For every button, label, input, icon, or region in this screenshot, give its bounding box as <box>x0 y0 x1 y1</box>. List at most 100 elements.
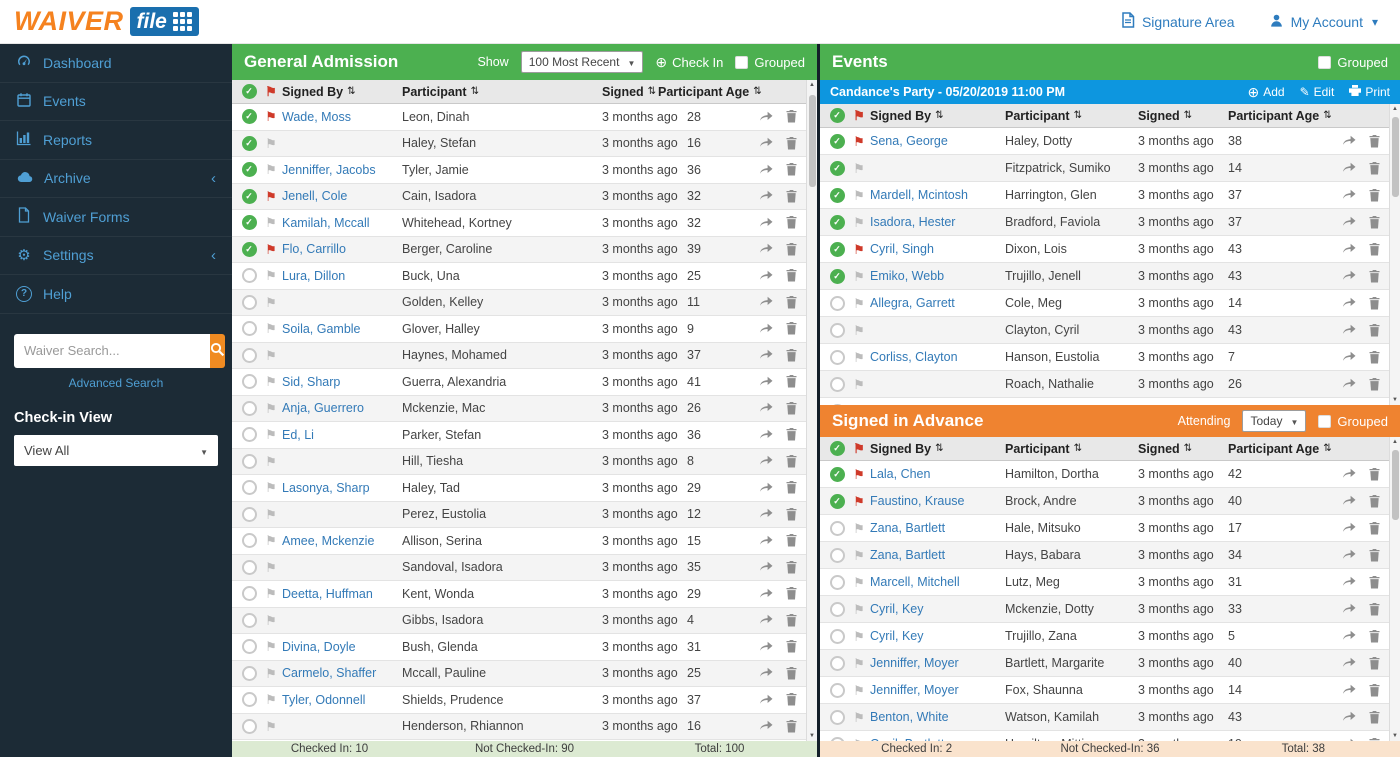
checkin-status-icon[interactable] <box>241 692 257 708</box>
checkin-status-icon[interactable] <box>241 665 257 681</box>
share-icon[interactable] <box>759 111 773 123</box>
share-icon[interactable] <box>759 429 773 441</box>
delete-icon[interactable] <box>1369 548 1380 562</box>
share-icon[interactable] <box>1342 243 1356 255</box>
flag-icon[interactable] <box>265 481 277 494</box>
share-icon[interactable] <box>759 376 773 388</box>
signed-by-link[interactable]: Ed, Li <box>282 427 314 442</box>
attending-select[interactable]: Today <box>1242 410 1307 432</box>
signed-by-link[interactable]: Emiko, Webb <box>870 269 945 283</box>
checkin-status-icon[interactable] <box>241 347 257 363</box>
scrollbar-thumb[interactable] <box>808 95 816 187</box>
share-icon[interactable] <box>1342 549 1356 561</box>
waiver-row[interactable]: Soila, Gamble Glover, Halley 3 months ag… <box>232 316 806 343</box>
waiver-row[interactable]: Jenniffer, Moyer Fox, Shaunna 3 months a… <box>820 677 1389 704</box>
waiver-row[interactable]: Lura, Dillon Buck, Una 3 months ago 25 <box>232 263 806 290</box>
checkin-status-icon[interactable] <box>241 268 257 284</box>
delete-icon[interactable] <box>786 640 797 653</box>
signed-by-link[interactable]: Kamilah, Mccall <box>282 215 370 230</box>
share-icon[interactable] <box>759 482 773 494</box>
signed-by-link[interactable]: Lala, Chen <box>870 467 931 481</box>
delete-icon[interactable] <box>1369 296 1380 310</box>
general-admission-scrollbar[interactable]: ▲ ▼ <box>806 80 817 741</box>
scrollbar-thumb[interactable] <box>1391 117 1399 197</box>
edit-button[interactable]: Edit <box>1300 85 1335 100</box>
share-icon[interactable] <box>1342 522 1356 534</box>
sidebar-item-dashboard[interactable]: Dashboard <box>0 44 232 83</box>
flag-icon[interactable] <box>853 630 865 643</box>
waiver-row[interactable]: Jenniffer, Moyer Bartlett, Margarite 3 m… <box>820 650 1389 677</box>
share-icon[interactable] <box>1342 135 1356 147</box>
checkin-status-icon[interactable] <box>241 162 257 178</box>
delete-icon[interactable] <box>786 401 797 415</box>
checkin-status-icon[interactable] <box>241 135 257 151</box>
flag-icon[interactable] <box>265 243 277 256</box>
waiver-row[interactable]: Gibbs, Isadora 3 months ago 4 <box>232 607 806 634</box>
waiver-row[interactable]: Henderson, Rhiannon 3 months ago 16 <box>232 713 806 740</box>
flag-icon[interactable] <box>265 349 277 362</box>
checkin-status-icon[interactable] <box>241 639 257 655</box>
share-icon[interactable] <box>759 296 773 308</box>
signed-by-link[interactable]: Cyril, Key <box>870 629 924 643</box>
waiver-row[interactable]: Haynes, Mohamed 3 months ago 37 <box>232 342 806 369</box>
waiver-row[interactable]: Allegra, Garrett Cole, Meg 3 months ago … <box>820 290 1389 317</box>
checkin-status-icon[interactable] <box>241 586 257 602</box>
checkin-status-icon[interactable] <box>241 533 257 549</box>
waiver-row[interactable]: Faustino, Krause Brock, Andre 3 months a… <box>820 488 1389 515</box>
sidebar-item-waiver-forms[interactable]: Waiver Forms <box>0 198 232 237</box>
checkin-status-icon[interactable] <box>829 574 845 590</box>
checkin-status-icon[interactable] <box>829 160 845 176</box>
signed-by-link[interactable]: Divina, Doyle <box>282 639 356 654</box>
search-button[interactable] <box>210 333 225 368</box>
share-icon[interactable] <box>1342 351 1356 363</box>
waiver-row[interactable]: Cyril, Singh Dixon, Lois 3 months ago 43 <box>820 236 1389 263</box>
checkin-status-icon[interactable] <box>241 241 257 257</box>
waiver-row[interactable]: Haley, Stefan 3 months ago 16 <box>232 130 806 157</box>
waiver-row[interactable]: Anja, Guerrero Mckenzie, Mac 3 months ag… <box>232 395 806 422</box>
delete-icon[interactable] <box>1369 161 1380 175</box>
sidebar-item-archive[interactable]: Archive <box>0 160 232 198</box>
share-icon[interactable] <box>1342 216 1356 228</box>
delete-icon[interactable] <box>1369 683 1380 697</box>
share-icon[interactable] <box>759 270 773 282</box>
share-icon[interactable] <box>759 323 773 335</box>
waiver-row[interactable]: Perez, Eustolia 3 months ago 12 <box>232 501 806 528</box>
share-icon[interactable] <box>759 402 773 414</box>
flag-icon[interactable] <box>853 351 865 364</box>
signed-in-advance-scrollbar[interactable]: ▲ ▼ <box>1389 437 1400 741</box>
signed-by-link[interactable]: Flo, Carrillo <box>282 242 346 257</box>
flag-icon[interactable] <box>265 375 277 388</box>
delete-icon[interactable] <box>1369 269 1380 283</box>
scroll-up-icon[interactable]: ▲ <box>1392 439 1398 445</box>
checkin-view-select[interactable]: View All <box>14 434 218 466</box>
delete-icon[interactable] <box>786 136 797 150</box>
checkin-status-icon[interactable] <box>241 427 257 443</box>
checkin-status-icon[interactable] <box>829 601 845 617</box>
flag-icon[interactable] <box>265 667 277 680</box>
waiver-row[interactable]: Cyril, Key Mckenzie, Dotty 3 months ago … <box>820 596 1389 623</box>
flag-icon[interactable] <box>853 576 865 589</box>
flag-icon[interactable] <box>265 296 277 309</box>
flag-icon[interactable] <box>853 135 865 148</box>
waiver-row[interactable]: Golden, Kelley 3 months ago 11 <box>232 289 806 316</box>
scroll-down-icon[interactable]: ▼ <box>1392 733 1398 739</box>
waiver-row[interactable]: Jenniffer, Jacobs Tyler, Jamie 3 months … <box>232 157 806 184</box>
waiver-row[interactable]: Tyler, Odonnell Shields, Prudence 3 mont… <box>232 687 806 714</box>
flag-icon[interactable] <box>265 561 277 574</box>
delete-icon[interactable] <box>1369 521 1380 535</box>
checkin-status-icon[interactable] <box>829 241 845 257</box>
waiver-row[interactable]: Lala, Chen Hamilton, Dortha 3 months ago… <box>820 461 1389 488</box>
flag-icon[interactable] <box>265 720 277 733</box>
flag-icon[interactable] <box>265 640 277 653</box>
waiver-row[interactable]: Zana, Bartlett Hale, Mitsuko 3 months ag… <box>820 515 1389 542</box>
delete-icon[interactable] <box>786 216 797 229</box>
checkin-status-icon[interactable] <box>829 493 845 509</box>
delete-icon[interactable] <box>1369 242 1380 256</box>
delete-icon[interactable] <box>786 507 797 521</box>
flag-icon[interactable] <box>265 269 277 282</box>
column-participant-age[interactable]: Participant Age <box>1228 109 1332 123</box>
waiver-row[interactable]: Sandoval, Isadora 3 months ago 35 <box>232 554 806 581</box>
signed-by-link[interactable]: Jenell, Cole <box>282 189 348 204</box>
signed-by-link[interactable]: Tyler, Odonnell <box>282 692 366 707</box>
flag-icon[interactable] <box>853 189 865 202</box>
